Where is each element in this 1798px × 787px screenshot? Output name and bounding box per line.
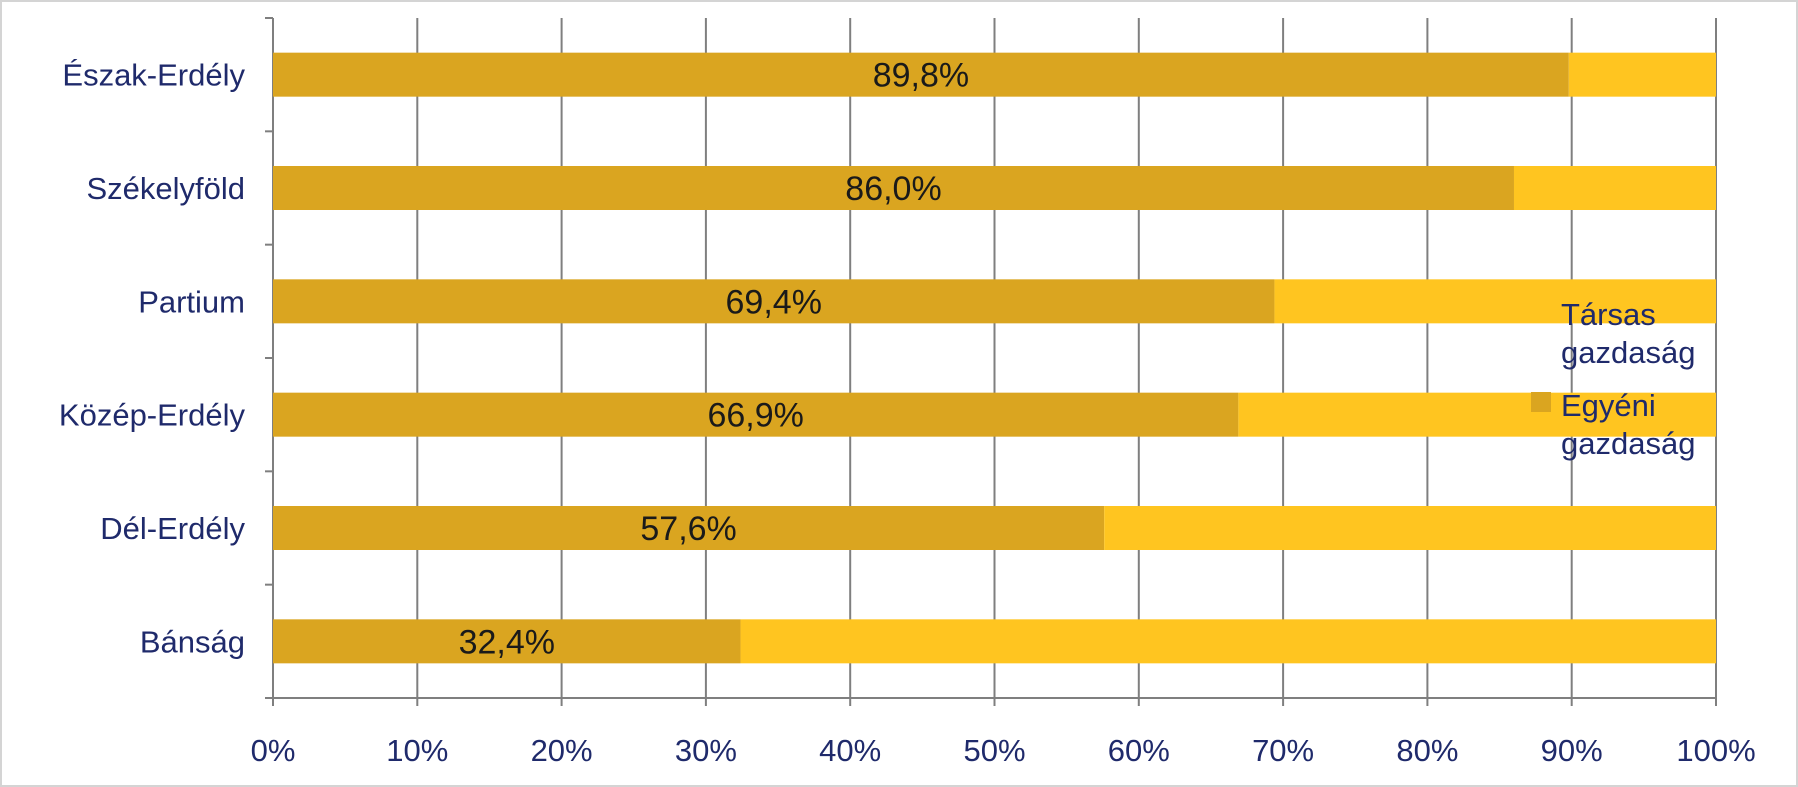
bar-tarsas-4 [1104, 506, 1716, 550]
legend-label: Egyéni [1561, 388, 1656, 423]
x-tick-label: 40% [819, 733, 881, 768]
bar-tarsas-3 [1238, 392, 1716, 437]
legend-label: gazdaság [1561, 335, 1695, 370]
bar-tarsas-0 [1568, 52, 1716, 97]
category-label: Bánság [140, 624, 245, 659]
data-label: 66,9% [707, 397, 803, 435]
bar-egyeni-0 [273, 52, 1569, 97]
data-label: 89,8% [873, 57, 969, 95]
x-tick-label: 70% [1252, 733, 1314, 768]
data-label: 69,4% [726, 283, 822, 321]
legend-label: Társas [1561, 297, 1656, 332]
data-label: 57,6% [640, 510, 736, 548]
bar-egyeni-3 [273, 392, 1239, 437]
bar-tarsas-5 [740, 619, 1716, 664]
bar-egyeni-4 [273, 506, 1105, 550]
bar-egyeni-1 [273, 166, 1514, 210]
x-tick-label: 80% [1396, 733, 1458, 768]
legend-label: gazdaság [1561, 426, 1695, 461]
bar-tarsas-2 [1274, 279, 1716, 324]
category-label: Székelyföld [86, 171, 245, 206]
x-tick-label: 30% [675, 733, 737, 768]
x-tick-label: 50% [963, 733, 1025, 768]
bar-tarsas-1 [1513, 166, 1716, 210]
x-tick-label: 90% [1541, 733, 1603, 768]
data-label: 86,0% [845, 170, 941, 208]
data-label: 32,4% [459, 623, 555, 661]
x-tick-label: 0% [251, 733, 296, 768]
x-tick-label: 10% [386, 733, 448, 768]
x-tick-label: 100% [1676, 733, 1755, 768]
legend-swatch-egyeni [1531, 392, 1551, 412]
x-tick-label: 60% [1108, 733, 1170, 768]
category-label: Észak-Erdély [62, 58, 245, 93]
x-tick-label: 20% [531, 733, 593, 768]
bar-egyeni-5 [273, 619, 741, 664]
category-label: Közép-Erdély [59, 398, 246, 433]
bar-egyeni-2 [273, 279, 1275, 324]
category-label: Dél-Erdély [100, 511, 245, 546]
category-label: Partium [138, 284, 245, 319]
